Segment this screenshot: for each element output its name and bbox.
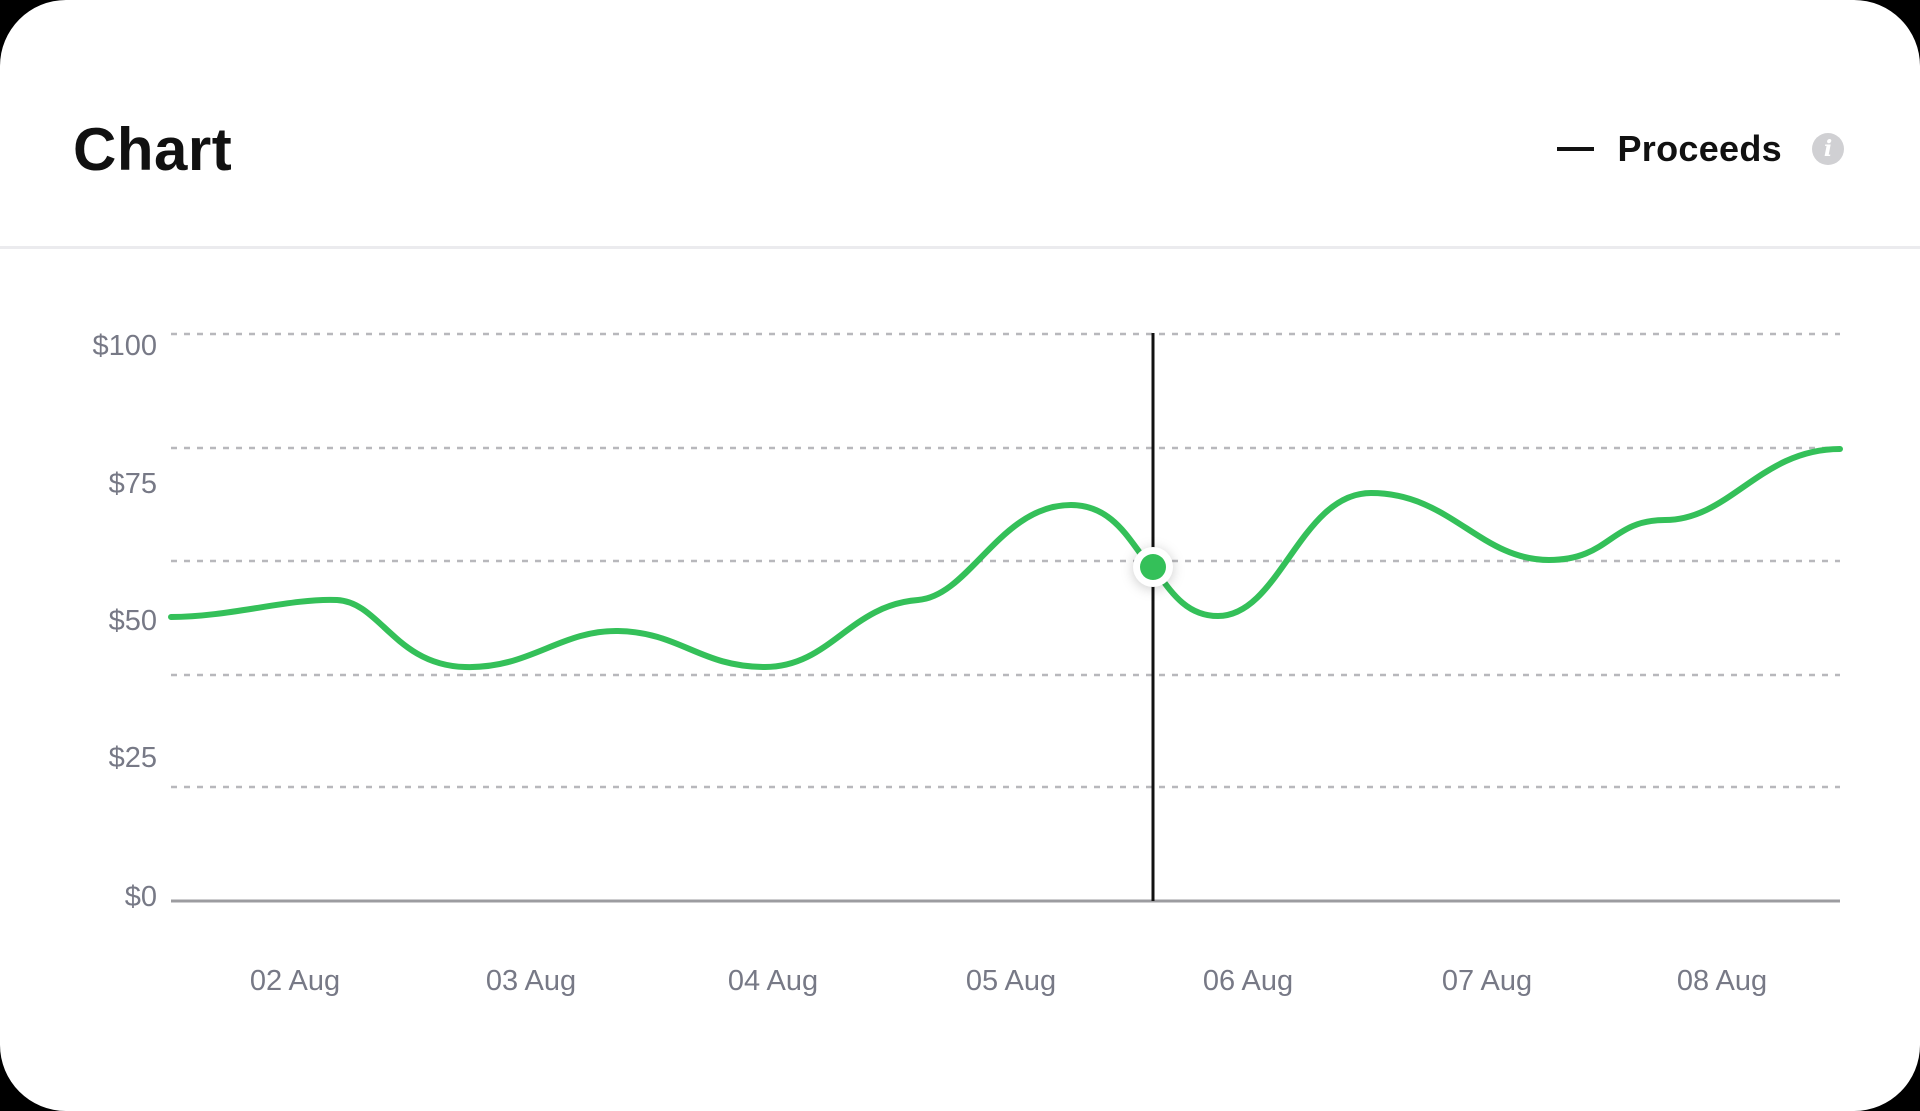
y-axis-label: $100 xyxy=(92,330,157,362)
legend-line-icon xyxy=(1556,147,1594,151)
y-axis-label: $50 xyxy=(108,605,157,637)
info-icon[interactable]: i xyxy=(1812,133,1844,165)
x-axis-label: 02 Aug xyxy=(249,965,341,997)
x-axis-label: 08 Aug xyxy=(1676,965,1768,997)
x-axis-label: 04 Aug xyxy=(727,965,819,997)
x-axis-label: 06 Aug xyxy=(1202,965,1294,997)
x-axis-label: 07 Aug xyxy=(1441,965,1533,997)
y-axis-label: $0 xyxy=(124,881,157,913)
chart-title: Chart xyxy=(73,116,233,183)
proceeds-line xyxy=(168,446,1843,671)
y-axis-label: $25 xyxy=(108,742,157,774)
selected-point-marker[interactable] xyxy=(1140,554,1166,580)
legend: Proceeds i xyxy=(1556,128,1844,170)
y-axis-label: $75 xyxy=(108,468,157,500)
x-axis-label: 05 Aug xyxy=(965,965,1057,997)
x-axis-label: 03 Aug xyxy=(485,965,577,997)
grid-lines xyxy=(171,332,1840,789)
legend-label: Proceeds xyxy=(1617,128,1782,169)
chart-header: Chart Proceeds i xyxy=(0,0,1920,249)
